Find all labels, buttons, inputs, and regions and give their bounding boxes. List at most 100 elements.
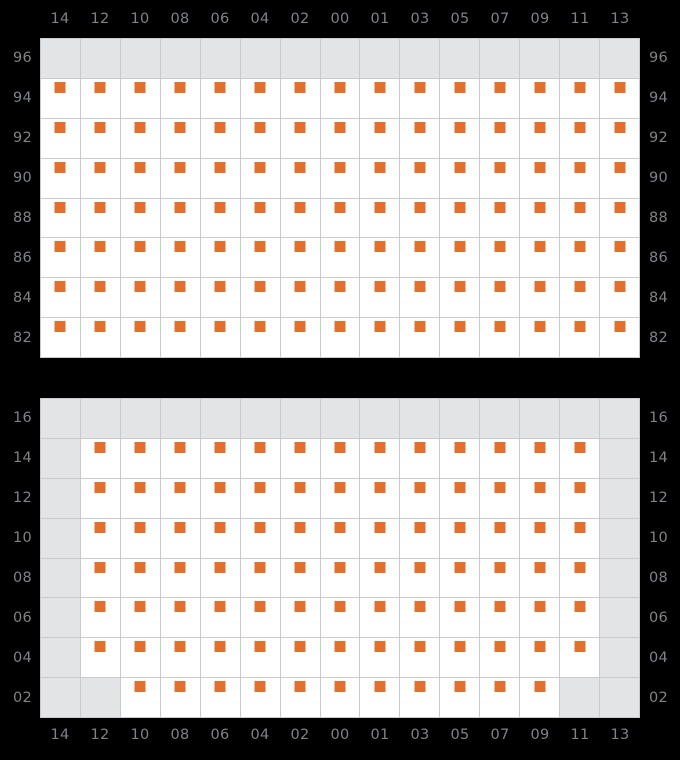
heatmap-cell[interactable]	[280, 438, 320, 478]
heatmap-cell[interactable]	[320, 638, 360, 678]
heatmap-cell[interactable]	[600, 238, 639, 278]
heatmap-cell-empty[interactable]	[600, 478, 639, 518]
heatmap-cell[interactable]	[400, 518, 440, 558]
heatmap-cell[interactable]	[160, 598, 200, 638]
heatmap-cell[interactable]	[160, 118, 200, 158]
heatmap-cell[interactable]	[120, 558, 160, 598]
heatmap-cell[interactable]	[200, 638, 240, 678]
heatmap-cell-empty[interactable]	[80, 678, 120, 717]
heatmap-cell[interactable]	[160, 518, 200, 558]
heatmap-cell-empty[interactable]	[160, 39, 200, 78]
heatmap-cell[interactable]	[320, 678, 360, 717]
heatmap-cell[interactable]	[560, 78, 600, 118]
heatmap-cell-empty[interactable]	[600, 39, 639, 78]
heatmap-cell[interactable]	[520, 278, 560, 318]
heatmap-cell[interactable]	[400, 598, 440, 638]
heatmap-cell[interactable]	[200, 518, 240, 558]
heatmap-cell[interactable]	[280, 318, 320, 357]
heatmap-cell[interactable]	[240, 278, 280, 318]
heatmap-cell-empty[interactable]	[41, 558, 80, 598]
heatmap-cell[interactable]	[160, 678, 200, 717]
heatmap-cell[interactable]	[240, 198, 280, 238]
heatmap-cell[interactable]	[280, 598, 320, 638]
heatmap-cell-empty[interactable]	[41, 399, 80, 438]
heatmap-cell[interactable]	[520, 558, 560, 598]
heatmap-cell-empty[interactable]	[480, 39, 520, 78]
heatmap-cell-empty[interactable]	[400, 39, 440, 78]
heatmap-cell[interactable]	[280, 278, 320, 318]
heatmap-cell[interactable]	[120, 638, 160, 678]
heatmap-cell[interactable]	[120, 678, 160, 717]
heatmap-cell[interactable]	[560, 238, 600, 278]
heatmap-cell[interactable]	[160, 278, 200, 318]
heatmap-cell[interactable]	[280, 158, 320, 198]
heatmap-cell[interactable]	[480, 558, 520, 598]
heatmap-cell[interactable]	[41, 318, 80, 357]
heatmap-cell[interactable]	[400, 478, 440, 518]
heatmap-cell[interactable]	[320, 198, 360, 238]
heatmap-cell[interactable]	[600, 198, 639, 238]
heatmap-cell[interactable]	[400, 318, 440, 357]
heatmap-cell[interactable]	[80, 78, 120, 118]
heatmap-cell[interactable]	[520, 198, 560, 238]
heatmap-cell[interactable]	[560, 158, 600, 198]
heatmap-cell[interactable]	[41, 158, 80, 198]
heatmap-cell[interactable]	[41, 278, 80, 318]
heatmap-cell[interactable]	[480, 158, 520, 198]
heatmap-cell[interactable]	[200, 478, 240, 518]
heatmap-cell[interactable]	[280, 118, 320, 158]
heatmap-cell[interactable]	[320, 78, 360, 118]
heatmap-cell-empty[interactable]	[560, 678, 600, 717]
heatmap-cell-empty[interactable]	[320, 39, 360, 78]
heatmap-cell[interactable]	[400, 558, 440, 598]
heatmap-cell[interactable]	[560, 198, 600, 238]
heatmap-cell[interactable]	[360, 158, 400, 198]
heatmap-cell[interactable]	[440, 638, 480, 678]
heatmap-cell[interactable]	[520, 78, 560, 118]
heatmap-cell[interactable]	[320, 158, 360, 198]
heatmap-cell[interactable]	[80, 158, 120, 198]
heatmap-cell[interactable]	[280, 518, 320, 558]
heatmap-cell[interactable]	[560, 478, 600, 518]
heatmap-cell[interactable]	[360, 558, 400, 598]
heatmap-cell[interactable]	[240, 678, 280, 717]
heatmap-cell[interactable]	[600, 318, 639, 357]
heatmap-cell[interactable]	[520, 158, 560, 198]
heatmap-cell-empty[interactable]	[280, 399, 320, 438]
heatmap-cell[interactable]	[600, 78, 639, 118]
heatmap-cell[interactable]	[200, 558, 240, 598]
heatmap-cell[interactable]	[360, 278, 400, 318]
heatmap-cell-empty[interactable]	[200, 39, 240, 78]
heatmap-cell[interactable]	[240, 238, 280, 278]
heatmap-cell[interactable]	[280, 198, 320, 238]
heatmap-cell[interactable]	[80, 318, 120, 357]
heatmap-cell[interactable]	[520, 318, 560, 357]
heatmap-cell[interactable]	[200, 278, 240, 318]
heatmap-cell[interactable]	[480, 318, 520, 357]
heatmap-cell-empty[interactable]	[600, 518, 639, 558]
heatmap-cell[interactable]	[400, 158, 440, 198]
heatmap-cell[interactable]	[80, 518, 120, 558]
heatmap-cell[interactable]	[280, 558, 320, 598]
heatmap-cell[interactable]	[520, 438, 560, 478]
heatmap-cell[interactable]	[160, 158, 200, 198]
heatmap-cell[interactable]	[120, 598, 160, 638]
heatmap-cell[interactable]	[480, 278, 520, 318]
heatmap-cell-empty[interactable]	[440, 39, 480, 78]
heatmap-cell-empty[interactable]	[600, 598, 639, 638]
heatmap-cell[interactable]	[480, 518, 520, 558]
heatmap-cell[interactable]	[80, 638, 120, 678]
heatmap-cell-empty[interactable]	[600, 638, 639, 678]
heatmap-cell[interactable]	[280, 78, 320, 118]
heatmap-cell-empty[interactable]	[41, 39, 80, 78]
heatmap-cell-empty[interactable]	[160, 399, 200, 438]
heatmap-cell[interactable]	[160, 198, 200, 238]
heatmap-cell[interactable]	[80, 558, 120, 598]
heatmap-cell[interactable]	[400, 118, 440, 158]
heatmap-cell-empty[interactable]	[120, 39, 160, 78]
heatmap-cell[interactable]	[480, 78, 520, 118]
heatmap-cell[interactable]	[520, 518, 560, 558]
heatmap-cell[interactable]	[240, 318, 280, 357]
heatmap-cell[interactable]	[360, 238, 400, 278]
heatmap-cell[interactable]	[480, 198, 520, 238]
